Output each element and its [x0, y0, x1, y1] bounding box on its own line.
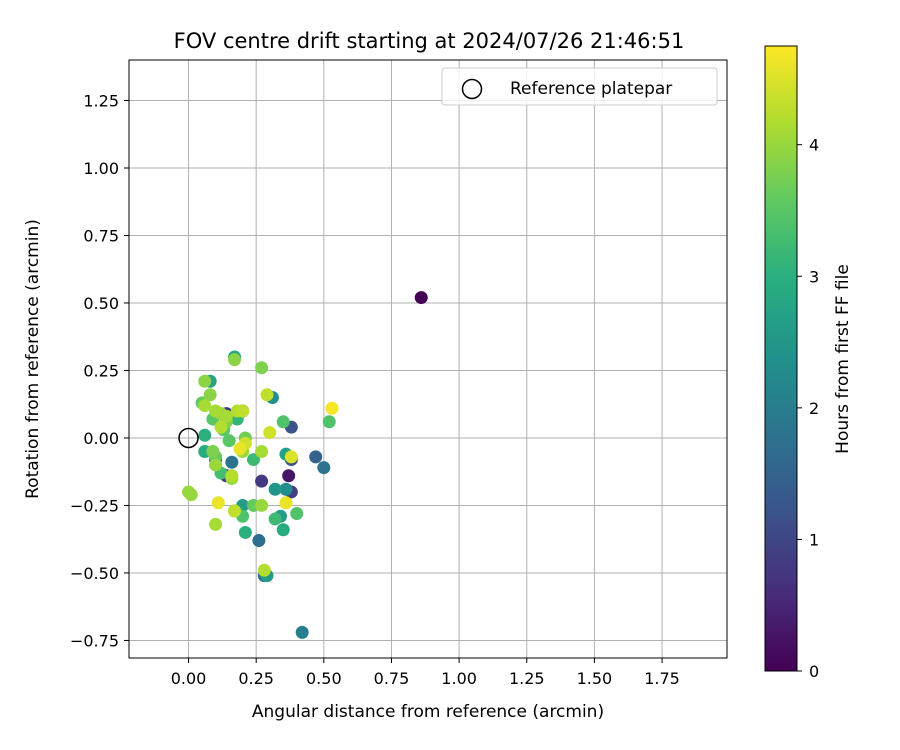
data-point	[198, 374, 212, 388]
data-point	[233, 442, 247, 456]
data-point	[211, 496, 225, 510]
colorbar-gradient	[764, 45, 798, 672]
data-point	[414, 291, 428, 305]
data-point	[209, 517, 223, 531]
x-tick-label: 1.75	[644, 669, 680, 688]
data-point	[236, 404, 250, 418]
x-axis-ticks: 0.00 0.25 0.50 0.75 1.00 1.25 1.50 1.75	[171, 658, 680, 688]
data-point	[325, 401, 339, 415]
data-point	[203, 388, 217, 402]
colorbar-tick-label: 4	[809, 136, 819, 155]
y-axis-label: Rotation from reference (arcmin)	[23, 219, 43, 499]
x-tick-label: 0.00	[171, 669, 207, 688]
reference-platepar-marker	[178, 427, 199, 449]
legend-frame	[441, 67, 718, 106]
y-gridlines	[129, 99, 727, 641]
y-tick-label: 0.25	[83, 361, 119, 380]
data-point	[182, 485, 196, 499]
legend-label: Reference platepar	[510, 79, 672, 99]
data-point	[263, 426, 277, 440]
data-point	[255, 361, 269, 375]
x-tick-label: 1.50	[577, 669, 613, 688]
colorbar-tick-label: 3	[809, 267, 819, 286]
data-point	[279, 496, 293, 510]
y-tick-label: −0.75	[70, 631, 119, 650]
x-tick-label: 1.00	[441, 669, 477, 688]
colorbar-label: Hours from first FF file	[833, 264, 853, 454]
colorbar-ticks: 0 1 2 3 4	[797, 136, 819, 681]
y-tick-label: −0.50	[70, 564, 119, 583]
data-point	[260, 388, 274, 402]
data-point	[222, 434, 236, 448]
data-point	[206, 444, 220, 458]
x-tick-label: 0.50	[306, 669, 342, 688]
y-axis-ticks: −0.75 −0.50 −0.25 0.00 0.25 0.50 0.75 1.00 1.25	[70, 91, 129, 650]
data-point	[228, 504, 242, 518]
data-points	[182, 291, 428, 639]
data-point	[228, 353, 242, 367]
colorbar-tick-label: 1	[809, 530, 819, 549]
data-point	[282, 469, 296, 483]
data-point	[255, 498, 269, 512]
data-point	[252, 534, 266, 548]
data-point	[255, 474, 269, 488]
y-tick-label: 0.75	[83, 226, 119, 245]
y-tick-label: 1.00	[83, 159, 119, 178]
data-point	[209, 458, 223, 472]
data-point	[214, 420, 228, 434]
y-tick-label: 0.50	[83, 294, 119, 313]
y-tick-label: 0.00	[83, 429, 119, 448]
chart-title: FOV centre drift starting at 2024/07/26 …	[174, 29, 685, 53]
legend-marker-icon	[461, 78, 483, 100]
data-point	[255, 444, 269, 458]
data-point	[276, 415, 290, 429]
data-point	[257, 563, 271, 577]
data-point	[238, 525, 252, 539]
colorbar-tick-label: 2	[809, 399, 819, 418]
data-point	[276, 523, 290, 537]
data-point	[279, 482, 293, 496]
data-point	[322, 415, 336, 429]
y-tick-label: 1.25	[83, 91, 119, 110]
x-tick-label: 0.75	[374, 669, 410, 688]
data-point	[317, 461, 331, 475]
data-point	[290, 507, 304, 521]
data-point	[295, 625, 309, 639]
data-point	[284, 450, 298, 464]
data-point	[268, 512, 282, 526]
y-tick-label: −0.25	[70, 496, 119, 515]
legend: Reference platepar	[441, 67, 718, 106]
data-point	[198, 428, 212, 442]
data-point	[209, 404, 223, 418]
colorbar: 0 1 2 3 4 Hours from first FF file	[764, 45, 853, 681]
data-point	[268, 482, 282, 496]
data-point	[225, 455, 239, 469]
x-tick-label: 1.25	[509, 669, 545, 688]
plot-frame	[128, 59, 728, 659]
data-point	[219, 409, 233, 423]
data-point	[309, 450, 323, 464]
x-axis-label: Angular distance from reference (arcmin)	[252, 702, 604, 722]
colorbar-tick-label: 0	[809, 662, 819, 681]
x-gridlines	[188, 60, 663, 658]
x-tick-label: 0.25	[238, 669, 274, 688]
data-point	[225, 469, 239, 483]
data-point	[198, 399, 212, 413]
data-point	[246, 453, 260, 467]
